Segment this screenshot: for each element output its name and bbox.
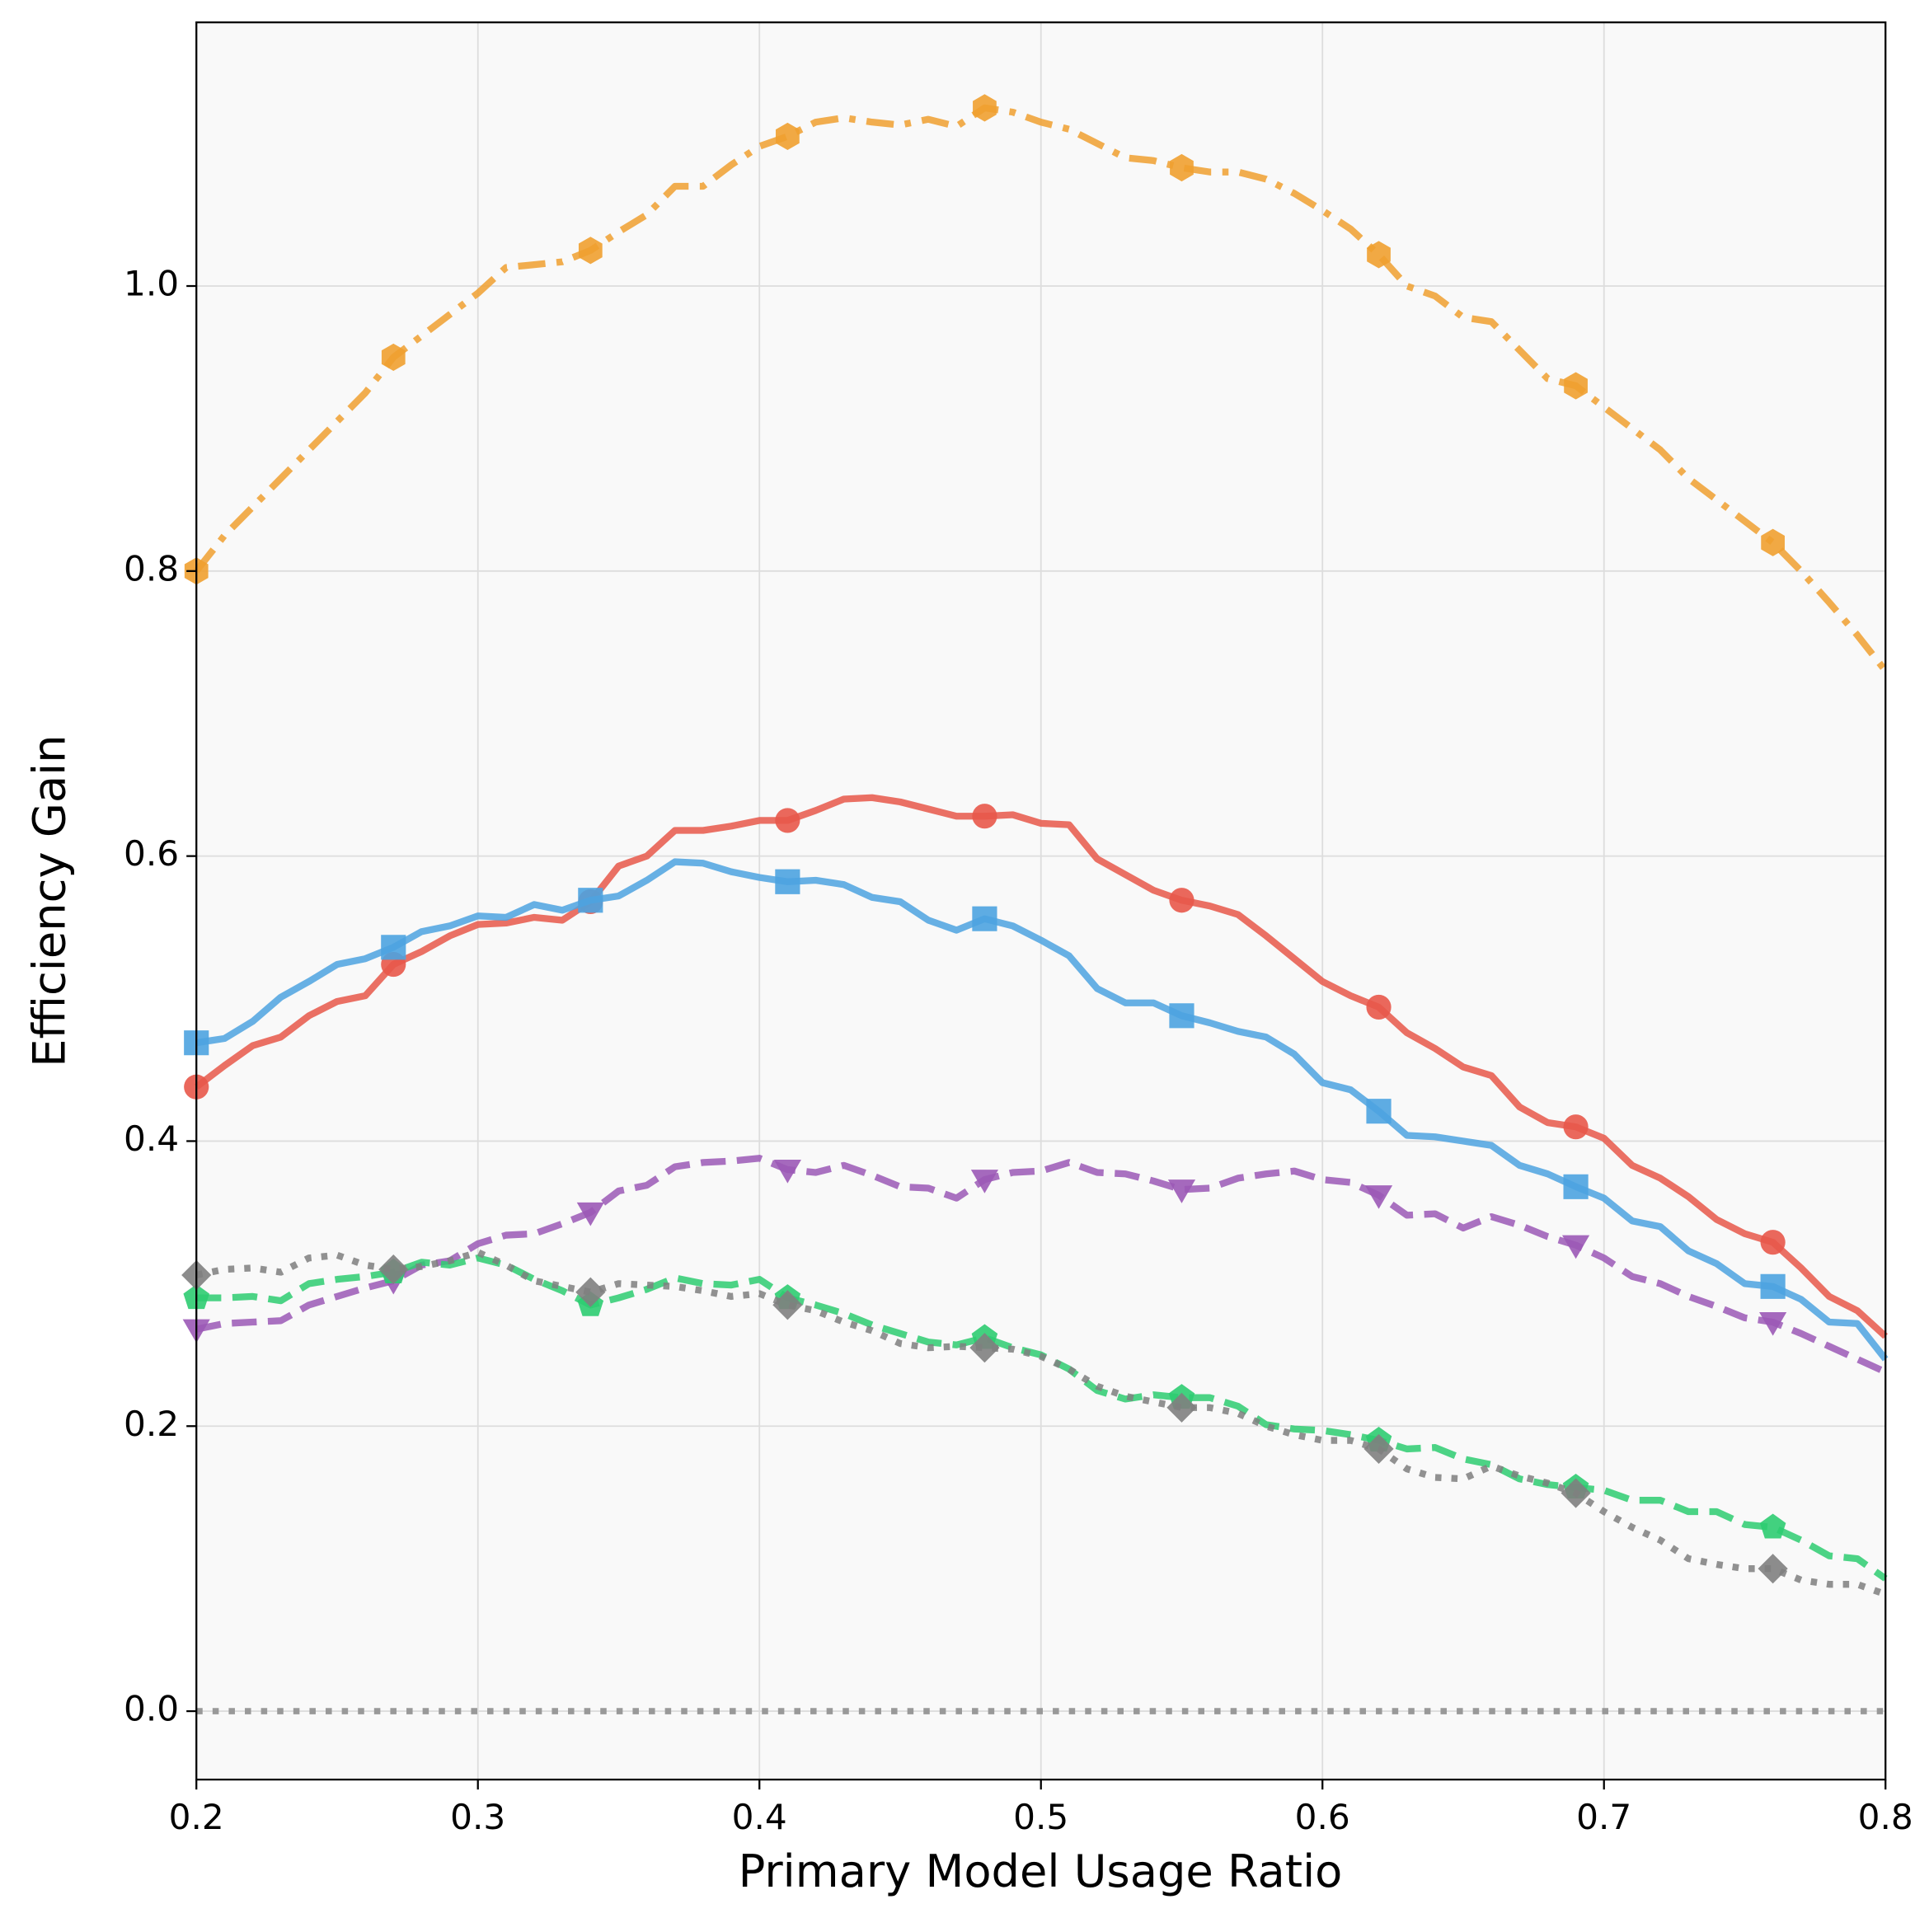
marker bbox=[775, 808, 800, 833]
marker bbox=[578, 888, 603, 913]
x-axis-label: Primary Model Usage Ratio bbox=[739, 1845, 1343, 1897]
marker bbox=[1564, 372, 1588, 400]
series-line bbox=[195, 858, 1889, 1362]
marker bbox=[1363, 1433, 1394, 1465]
marker bbox=[378, 1254, 409, 1285]
marker bbox=[1367, 241, 1391, 269]
marker bbox=[381, 935, 406, 960]
x-tick-label: 0.4 bbox=[732, 1797, 787, 1837]
marker bbox=[578, 237, 603, 265]
x-tick-label: 0.2 bbox=[169, 1797, 224, 1837]
x-tick-label: 0.6 bbox=[1295, 1797, 1350, 1837]
marker bbox=[381, 343, 406, 372]
marker bbox=[576, 1202, 604, 1226]
marker bbox=[1760, 1273, 1786, 1299]
marker bbox=[1760, 1230, 1786, 1255]
marker bbox=[1169, 1003, 1194, 1029]
x-tick-label: 0.8 bbox=[1858, 1797, 1913, 1837]
marker bbox=[775, 869, 800, 894]
marker bbox=[972, 906, 997, 931]
series-line bbox=[195, 1155, 1887, 1376]
series-line bbox=[193, 104, 1889, 673]
marker bbox=[1170, 153, 1194, 182]
y-tick-label: 1.0 bbox=[124, 264, 179, 304]
y-tick-label: 0.2 bbox=[124, 1404, 179, 1444]
marker bbox=[1759, 1513, 1786, 1539]
y-tick-label: 0.6 bbox=[124, 833, 179, 874]
marker bbox=[773, 1159, 801, 1184]
marker bbox=[1166, 1392, 1197, 1423]
y-tick-label: 0.4 bbox=[124, 1118, 179, 1159]
y-tick-label: 0.8 bbox=[124, 548, 179, 589]
marker bbox=[1759, 1311, 1787, 1336]
marker bbox=[1167, 1179, 1196, 1203]
x-tick-label: 0.7 bbox=[1576, 1797, 1631, 1837]
y-tick-label: 0.0 bbox=[124, 1689, 179, 1729]
x-tick-label: 0.5 bbox=[1013, 1797, 1068, 1837]
marker bbox=[970, 1170, 999, 1193]
marker bbox=[969, 1333, 1000, 1363]
y-axis-label: Efficiency Gain bbox=[23, 734, 75, 1067]
marker bbox=[1758, 1554, 1788, 1584]
x-tick-label: 0.3 bbox=[450, 1797, 505, 1837]
marker bbox=[1761, 528, 1785, 556]
marker bbox=[776, 122, 800, 151]
series-line bbox=[195, 1249, 1887, 1598]
marker bbox=[1366, 1099, 1392, 1124]
marker bbox=[1561, 1235, 1590, 1259]
marker bbox=[972, 804, 997, 829]
marker bbox=[1364, 1185, 1393, 1209]
series-line bbox=[194, 794, 1889, 1339]
marker bbox=[1366, 994, 1392, 1020]
marker bbox=[1563, 1114, 1589, 1140]
marker bbox=[772, 1290, 803, 1320]
marker bbox=[1561, 1478, 1591, 1508]
marker bbox=[1169, 888, 1194, 913]
marker bbox=[973, 94, 997, 122]
marker bbox=[1563, 1174, 1589, 1199]
